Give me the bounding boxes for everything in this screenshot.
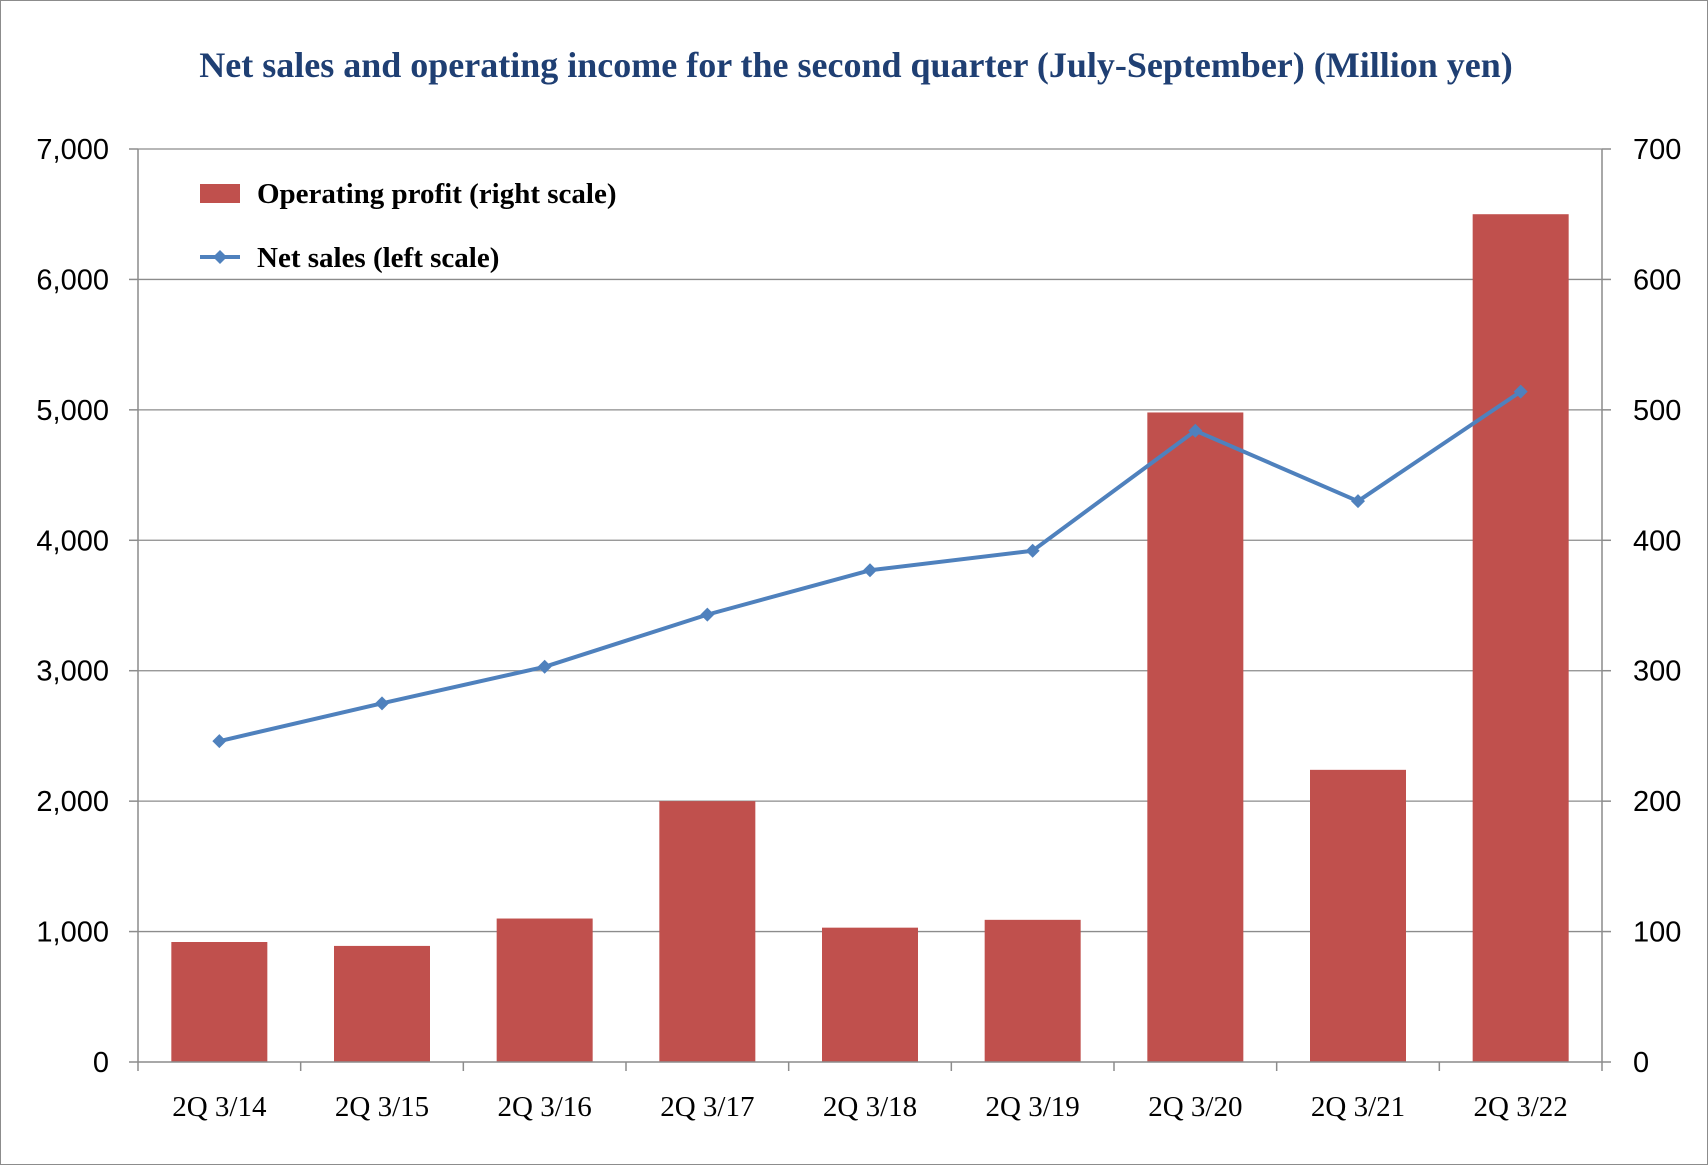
net-sales-point xyxy=(537,659,552,674)
bar xyxy=(659,801,756,1062)
left-tick-label: 0 xyxy=(93,1047,109,1079)
right-tick-label: 0 xyxy=(1633,1047,1649,1079)
net-sales-point xyxy=(1025,543,1040,558)
bar xyxy=(1472,214,1569,1062)
right-tick-label: 700 xyxy=(1633,134,1681,166)
left-tick-label: 2,000 xyxy=(36,786,109,818)
net-sales-point xyxy=(863,563,877,578)
right-tick-label: 400 xyxy=(1633,525,1681,557)
left-tick-label: 3,000 xyxy=(36,656,109,688)
net-sales-point xyxy=(1188,423,1203,438)
bar xyxy=(1147,412,1244,1063)
bar xyxy=(822,927,918,1062)
net-sales-point xyxy=(212,734,227,749)
category-label: 2Q 3/17 xyxy=(660,1091,754,1123)
left-tick-label: 5,000 xyxy=(36,395,109,427)
right-tick-label: 300 xyxy=(1633,656,1681,688)
line-series xyxy=(212,384,1528,749)
bar xyxy=(334,945,430,1062)
net-sales-point xyxy=(375,696,389,711)
bar-series xyxy=(171,214,1569,1063)
net-sales-point xyxy=(700,607,715,622)
category-label: 2Q 3/15 xyxy=(335,1091,429,1123)
right-axis-tick-labels: 0 100 200 300 400 500 600 700 xyxy=(1633,134,1681,1079)
right-tick-label: 600 xyxy=(1633,264,1681,296)
net-sales-point xyxy=(1513,384,1528,399)
bar xyxy=(171,942,268,1062)
right-tick-label: 100 xyxy=(1633,917,1681,949)
axes xyxy=(129,148,1611,1071)
category-label: 2Q 3/19 xyxy=(986,1091,1080,1123)
legend-bar-swatch xyxy=(200,184,240,203)
right-tick-label: 200 xyxy=(1633,786,1681,818)
legend-line-marker xyxy=(213,250,227,264)
chart-title: Net sales and operating income for the s… xyxy=(199,45,1513,85)
bar xyxy=(1310,769,1406,1062)
gridlines xyxy=(138,148,1602,933)
legend-label-net-sales: Net sales (left scale) xyxy=(257,242,499,274)
category-label: 2Q 3/18 xyxy=(823,1091,917,1123)
legend: Operating profit (right scale) Net sales… xyxy=(200,178,616,274)
legend-label-operating-profit: Operating profit (right scale) xyxy=(257,178,616,210)
category-labels: 2Q 3/14 2Q 3/15 2Q 3/16 2Q 3/17 2Q 3/18 2Q 3/… xyxy=(172,1091,1568,1123)
bar xyxy=(984,919,1081,1062)
right-tick-label: 500 xyxy=(1633,395,1681,427)
category-label: 2Q 3/20 xyxy=(1148,1091,1242,1123)
left-tick-label: 4,000 xyxy=(36,525,109,557)
bar xyxy=(496,918,593,1062)
category-label: 2Q 3/21 xyxy=(1311,1091,1405,1123)
left-tick-label: 1,000 xyxy=(36,917,109,949)
left-tick-label: 6,000 xyxy=(36,264,109,296)
left-axis-tick-labels: 0 1,000 2,000 3,000 4,000 5,000 6,000 7,000 xyxy=(36,134,109,1079)
net-sales-point xyxy=(1351,494,1365,509)
category-label: 2Q 3/22 xyxy=(1474,1091,1568,1123)
category-label: 2Q 3/14 xyxy=(172,1091,267,1123)
category-label: 2Q 3/16 xyxy=(498,1091,592,1123)
left-tick-label: 7,000 xyxy=(36,134,109,166)
